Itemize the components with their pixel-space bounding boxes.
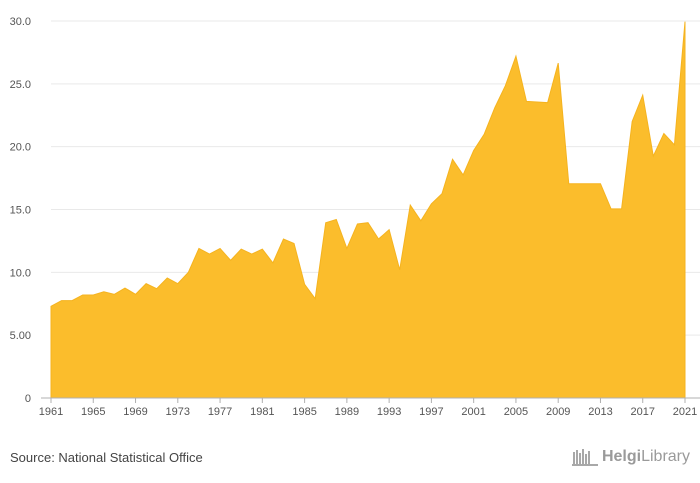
- brand-name-part2: Library: [641, 448, 690, 465]
- x-tick-label: 2005: [504, 406, 528, 418]
- x-tick-label: 1981: [250, 406, 274, 418]
- y-tick-label: 0: [25, 393, 31, 405]
- x-tick-label: 1977: [208, 406, 232, 418]
- y-tick-label: 5.00: [10, 330, 31, 342]
- x-tick-label: 1965: [81, 406, 105, 418]
- x-tick-label: 1973: [166, 406, 190, 418]
- y-axis: 0 5.00 10.0 15.0 20.0 25.0 30.0: [10, 16, 31, 405]
- x-tick-label: 1997: [419, 406, 443, 418]
- brand-name-part1: Helgi: [601, 448, 642, 465]
- source-note: Source: National Statistical Office: [10, 450, 203, 465]
- x-tick-label: 2001: [461, 406, 485, 418]
- y-tick-label: 20.0: [10, 142, 31, 154]
- x-tick-label: 1989: [335, 406, 359, 418]
- x-tick-label: 2017: [630, 406, 654, 418]
- x-tick-label: 1969: [123, 406, 147, 418]
- x-tick-label: 1993: [377, 406, 401, 418]
- plot-area: [50, 21, 686, 399]
- x-tick-label: 1961: [39, 406, 63, 418]
- x-tick-label: 2009: [546, 406, 570, 418]
- y-tick-label: 15.0: [10, 205, 31, 217]
- area-chart: 1961 1965 1969 1973 1977 1981 1985 1989 1993 1997…: [10, 16, 700, 418]
- library-icon: [571, 449, 598, 466]
- x-tick-label: 2013: [588, 406, 612, 418]
- x-axis: 1961 1965 1969 1973 1977 1981 1985 1989 1993 1997…: [39, 397, 700, 418]
- x-tick-label: 1985: [292, 406, 316, 418]
- y-tick-label: 10.0: [10, 267, 31, 279]
- y-tick-label: 30.0: [10, 16, 31, 28]
- area-series: [50, 21, 686, 399]
- y-tick-label: 25.0: [10, 79, 31, 91]
- x-tick-label: 2021: [673, 406, 697, 418]
- brand-logo: Helgi Library: [571, 448, 690, 466]
